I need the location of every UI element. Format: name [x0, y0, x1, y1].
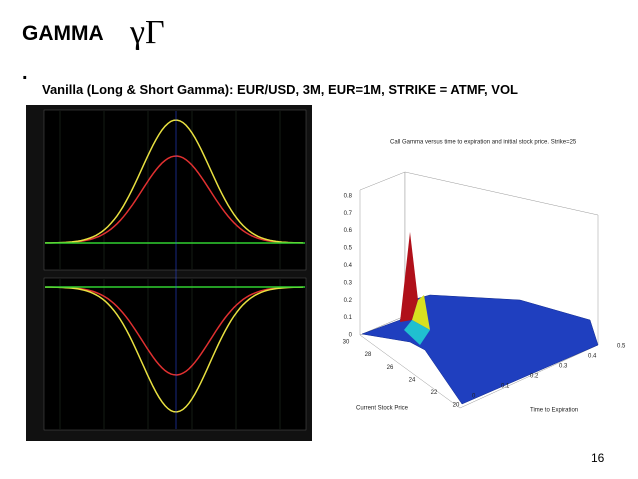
- top-panel: [43, 109, 307, 271]
- surface-ridge-cyan: [404, 320, 430, 345]
- y-axis-label: Time to Expiration: [530, 408, 578, 414]
- time-tick-label: 0.4: [588, 354, 597, 360]
- gamma-curve: [45, 286, 304, 413]
- z-tick-label: 0.8: [344, 193, 353, 199]
- bullet: .: [22, 62, 28, 84]
- subtitle: Vanilla (Long & Short Gamma): EUR/USD, 3…: [42, 82, 518, 97]
- back-wall: [359, 171, 406, 336]
- price-tick-label: 26: [387, 365, 394, 371]
- time-tick-label: 0: [472, 394, 476, 400]
- bottom-panel: [43, 277, 307, 431]
- time-tick-label: 0.2: [530, 374, 539, 380]
- surface-plot: [359, 171, 599, 409]
- z-tick-label: 0.1: [344, 315, 353, 321]
- x-axis-label: Current Stock Price: [356, 406, 409, 412]
- time-tick-label: 0.3: [559, 364, 568, 370]
- slide-title: GAMMA: [22, 22, 104, 45]
- z-tick-label: 0.6: [344, 228, 353, 234]
- time-tick-label: 0.1: [501, 384, 510, 390]
- gamma-curve: [45, 119, 304, 244]
- gamma-curves: [45, 111, 305, 429]
- z-tick-label: 0: [349, 333, 353, 339]
- z-tick-label: 0.7: [344, 211, 353, 217]
- gamma-curve: [45, 155, 303, 244]
- page-number: 16: [591, 451, 605, 465]
- z-tick-label: 0.2: [344, 298, 353, 304]
- price-tick-label: 28: [365, 352, 372, 358]
- z-tick-label: 0.5: [344, 246, 353, 252]
- time-tick-label: 0.5: [617, 344, 626, 350]
- surface-title: Call Gamma versus time to expiration and…: [390, 140, 577, 146]
- gamma-curve: [45, 286, 303, 376]
- price-tick-label: 24: [409, 377, 416, 383]
- z-tick-label: 0.4: [344, 263, 353, 269]
- price-tick-label: 20: [453, 403, 460, 409]
- greek-symbols: γΓ: [130, 14, 165, 51]
- surface-ridge: [412, 295, 430, 330]
- surface-peak: [400, 232, 418, 322]
- price-tick-label: 30: [343, 340, 350, 346]
- z-tick-label: 0.3: [344, 280, 353, 286]
- price-tick-label: 22: [431, 390, 438, 396]
